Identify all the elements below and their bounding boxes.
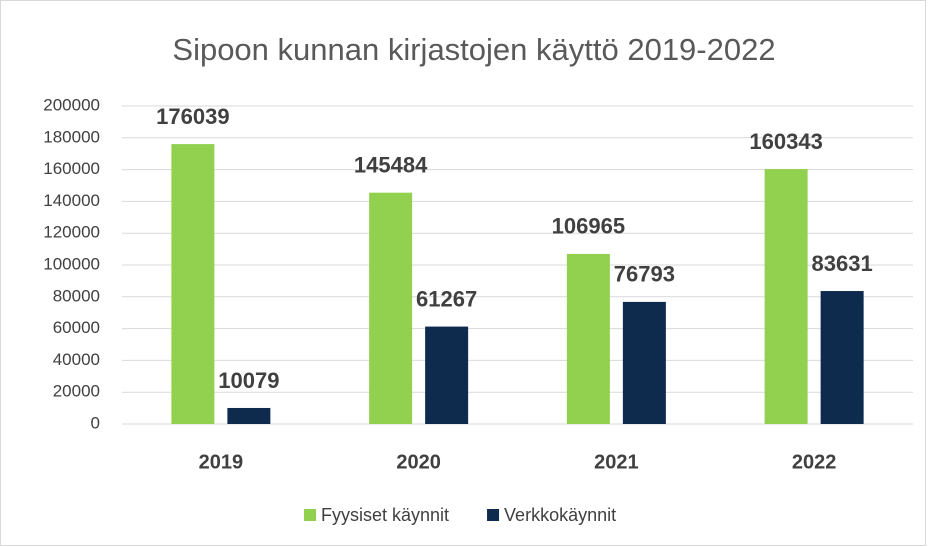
y-tick-label: 80000 — [53, 286, 100, 305]
data-label: 83631 — [812, 251, 873, 276]
y-tick-label: 160000 — [43, 159, 100, 178]
data-label: 176039 — [156, 104, 229, 129]
x-tick-label: 2020 — [396, 451, 441, 473]
y-tick-label: 60000 — [53, 318, 100, 337]
legend-label: Fyysiset käynnit — [321, 505, 449, 525]
y-tick-label: 200000 — [43, 95, 100, 114]
x-tick-label: 2021 — [594, 451, 639, 473]
bar — [820, 291, 864, 424]
data-label: 106965 — [552, 214, 625, 239]
y-tick-label: 180000 — [43, 127, 100, 146]
legend-swatch — [487, 509, 500, 521]
bar — [622, 301, 666, 424]
y-tick-label: 0 — [91, 413, 100, 432]
data-label: 145484 — [354, 152, 428, 177]
y-tick-label: 140000 — [43, 191, 100, 210]
y-tick-label: 40000 — [53, 350, 100, 369]
y-tick-label: 100000 — [43, 254, 100, 273]
data-label: 160343 — [749, 129, 822, 154]
x-tick-label: 2022 — [792, 451, 837, 473]
bar — [369, 192, 413, 424]
data-label: 10079 — [218, 368, 279, 393]
bar — [171, 144, 215, 424]
bar — [764, 169, 808, 424]
bar — [425, 326, 469, 424]
bar — [566, 253, 610, 424]
data-label: 76793 — [614, 262, 675, 287]
data-label: 61267 — [416, 286, 477, 311]
y-tick-label: 20000 — [53, 382, 100, 401]
legend-swatch — [304, 509, 316, 521]
chart-title: Sipoon kunnan kirjastojen käyttö 2019-20… — [172, 32, 775, 67]
y-tick-label: 120000 — [43, 223, 100, 242]
x-tick-label: 2019 — [199, 451, 244, 473]
legend-label: Verkkokäynnit — [504, 505, 616, 525]
bar — [227, 407, 271, 424]
